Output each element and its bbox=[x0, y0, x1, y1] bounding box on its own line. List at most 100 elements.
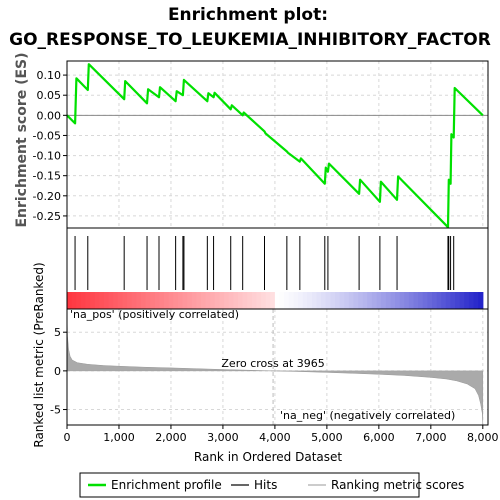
ranking-colorbar-segment bbox=[242, 292, 248, 309]
ranking-colorbar-segment bbox=[99, 292, 105, 309]
x-tick-label: 4,000 bbox=[259, 431, 291, 444]
metric-plot-border bbox=[66, 308, 489, 426]
es-panel: 0.10 0.05 0.00 -0.05 -0.10 -0.15 -0.20 -0.25 bbox=[33, 60, 489, 229]
es-y-tick-label: -0.25 bbox=[33, 210, 61, 223]
es-y-tick-label: 0.10 bbox=[37, 69, 62, 82]
ranking-colorbar-segment bbox=[113, 292, 119, 309]
legend-box bbox=[79, 472, 420, 498]
ranking-colorbar-segment bbox=[94, 292, 100, 309]
metric-y-tick-label: 0 bbox=[54, 365, 61, 378]
ranking-colorbar-segment bbox=[367, 292, 373, 309]
ranking-colorbar-segment bbox=[371, 292, 378, 309]
ranking-colorbar-segment bbox=[145, 292, 151, 309]
ranking-colorbar-segment bbox=[422, 292, 428, 309]
ranking-colorbar-segment bbox=[136, 292, 142, 309]
ranking-colorbar-segment bbox=[256, 292, 262, 309]
ranking-colorbar-segment bbox=[334, 292, 341, 309]
ranking-colorbar-segment bbox=[399, 292, 405, 309]
hits-panel bbox=[66, 227, 489, 310]
ranking-colorbar-segment bbox=[85, 292, 91, 309]
ranking-colorbar-segment bbox=[390, 292, 396, 309]
ranking-colorbar-segment bbox=[353, 292, 359, 309]
x-tick-label: 1,000 bbox=[103, 431, 135, 444]
ranking-colorbar-segment bbox=[237, 292, 244, 309]
metric-axis-title: Ranked list metric (PreRanked) bbox=[32, 262, 46, 447]
ranking-colorbar-segment bbox=[478, 292, 484, 309]
ranking-colorbar-segment bbox=[436, 292, 442, 309]
ranking-colorbar-segment bbox=[168, 292, 174, 309]
metric-y-tick-label: -5 bbox=[50, 404, 61, 417]
x-axis-title: Rank in Ordered Dataset bbox=[194, 450, 342, 464]
ranking-colorbar-segment bbox=[413, 292, 419, 309]
es-y-tick-label: -0.05 bbox=[33, 129, 61, 142]
ranking-colorbar-segment bbox=[159, 292, 165, 309]
ranking-colorbar-segment bbox=[247, 292, 253, 309]
legend-label-0: Enrichment profile bbox=[111, 478, 222, 492]
chart-title-line2: GO_RESPONSE_TO_LEUKEMIA_INHIBITORY_FACTO… bbox=[9, 30, 491, 50]
ranking-colorbar-segment bbox=[441, 292, 447, 309]
ranking-colorbar-segment bbox=[321, 292, 327, 309]
ranking-colorbar-segment bbox=[358, 292, 364, 309]
neg-correlated-label: 'na_neg' (negatively correlated) bbox=[280, 409, 455, 422]
ranking-colorbar-segment bbox=[284, 292, 290, 309]
ranking-colorbar-segment bbox=[459, 292, 465, 309]
ranking-colorbar-segment bbox=[418, 292, 424, 309]
es-y-tick-label: 0.00 bbox=[37, 109, 62, 122]
ranking-colorbar-segment bbox=[468, 292, 475, 309]
ranking-colorbar-segment bbox=[455, 292, 461, 309]
ranking-colorbar-segment bbox=[233, 292, 239, 309]
ranking-colorbar-segment bbox=[348, 292, 355, 309]
ranking-colorbar-segment bbox=[182, 292, 188, 309]
legend-label-2: Ranking metric scores bbox=[331, 478, 464, 492]
ranking-colorbar-segment bbox=[445, 292, 452, 309]
ranking-colorbar-segment bbox=[67, 292, 73, 309]
x-tick-label: 6,000 bbox=[363, 431, 395, 444]
ranking-colorbar-segment bbox=[127, 292, 133, 309]
ranking-colorbar-segment bbox=[427, 292, 433, 309]
x-tick-label: 7,000 bbox=[415, 431, 447, 444]
ranking-colorbar-segment bbox=[464, 292, 470, 309]
x-tick-label: 8,000 bbox=[467, 431, 499, 444]
ranking-colorbar-segment bbox=[117, 292, 124, 309]
ranking-colorbar-segment bbox=[261, 292, 267, 309]
ranking-colorbar-segment bbox=[205, 292, 211, 309]
ranking-colorbar-segment bbox=[219, 292, 225, 309]
enrichment-profile-line bbox=[66, 63, 484, 229]
ranking-colorbar-segment bbox=[473, 292, 479, 309]
ranking-colorbar-segment bbox=[80, 292, 87, 309]
x-tick-label: 0 bbox=[64, 431, 71, 444]
ranking-colorbar-segment bbox=[431, 292, 438, 309]
ranking-colorbar-segment bbox=[131, 292, 137, 309]
pos-correlated-label: 'na_pos' (positively correlated) bbox=[70, 308, 239, 321]
legend: Enrichment profile Hits Ranking metric sco… bbox=[79, 472, 464, 498]
ranking-colorbar-segment bbox=[122, 292, 128, 309]
x-tick-label: 3,000 bbox=[207, 431, 239, 444]
chart-title-line1: Enrichment plot: bbox=[168, 5, 328, 25]
es-y-tick-label: -0.20 bbox=[33, 190, 61, 203]
ranking-colorbar-segment bbox=[339, 292, 345, 309]
ranking-colorbar-segment bbox=[177, 292, 184, 309]
legend-label-1: Hits bbox=[254, 478, 277, 492]
metric-panel: 5 0 -5 Zero cross at 3965 'na_pos' (positive… bbox=[50, 308, 499, 444]
ranking-colorbar-segment bbox=[274, 292, 281, 309]
ranking-colorbar-segment bbox=[265, 292, 271, 309]
ranking-colorbar-segment bbox=[395, 292, 401, 309]
ranking-colorbar-segment bbox=[450, 292, 456, 309]
zero-cross-annotation: Zero cross at 3965 bbox=[221, 357, 324, 370]
ranking-colorbar-segment bbox=[191, 292, 197, 309]
ranking-colorbar-segment bbox=[228, 292, 234, 309]
ranking-colorbar-segment bbox=[279, 292, 285, 309]
ranking-colorbar-segment bbox=[325, 292, 331, 309]
ranking-colorbar-segment bbox=[103, 292, 110, 309]
ranking-metric-area bbox=[66, 312, 484, 426]
ranking-colorbar-segment bbox=[362, 292, 368, 309]
x-tick-label: 2,000 bbox=[155, 431, 187, 444]
ranking-colorbar-segment bbox=[330, 292, 336, 309]
ranking-colorbar-segment bbox=[408, 292, 415, 309]
es-y-tick-label: 0.05 bbox=[37, 89, 62, 102]
metric-y-tick-label: 5 bbox=[54, 326, 61, 339]
es-y-tick-label: -0.15 bbox=[33, 170, 61, 183]
ranking-colorbar-segment bbox=[71, 292, 77, 309]
ranking-colorbar-segment bbox=[293, 292, 299, 309]
